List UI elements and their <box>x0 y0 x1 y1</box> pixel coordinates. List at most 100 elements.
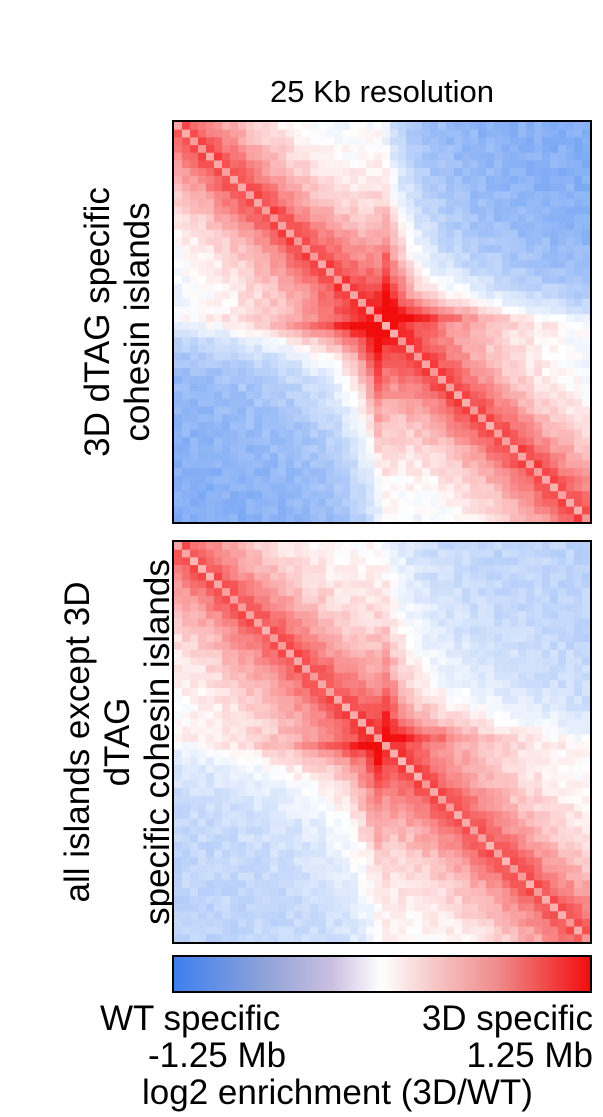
heatmap-top-cell <box>534 206 543 215</box>
heatmap-bottom-cell <box>230 657 239 666</box>
heatmap-top-cell <box>446 137 455 146</box>
heatmap-bottom-cell <box>494 642 503 651</box>
heatmap-top-cell <box>246 298 255 308</box>
heatmap-top-cell <box>486 275 495 285</box>
heatmap-top-cell <box>358 375 367 385</box>
heatmap-top-cell <box>390 498 399 508</box>
heatmap-top-cell <box>326 252 335 262</box>
heatmap-bottom-cell <box>182 665 191 674</box>
heatmap-bottom-cell <box>174 734 183 743</box>
heatmap-bottom-cell <box>518 780 527 789</box>
heatmap-top-cell <box>174 129 183 138</box>
heatmap-bottom-cell <box>582 542 590 551</box>
heatmap-bottom-cell <box>406 603 415 612</box>
heatmap-top-cell <box>286 237 295 246</box>
heatmap-bottom-cell <box>206 665 215 674</box>
heatmap-bottom-cell <box>438 711 447 720</box>
heatmap-top-cell <box>334 275 343 285</box>
heatmap-top-cell <box>310 375 319 385</box>
heatmap-top-cell <box>358 137 367 146</box>
heatmap-bottom-cell <box>230 695 239 705</box>
heatmap-top-cell <box>574 498 583 508</box>
heatmap-bottom-cell <box>206 580 215 589</box>
heatmap-bottom-cell <box>558 811 567 820</box>
heatmap-bottom-cell <box>430 542 439 551</box>
heatmap-bottom-cell <box>262 695 271 705</box>
heatmap-bottom-cell <box>182 672 191 682</box>
heatmap-bottom-cell <box>438 865 447 874</box>
heatmap-top-cell <box>550 329 559 338</box>
heatmap-bottom-cell <box>334 734 343 743</box>
heatmap-top-cell <box>550 360 559 369</box>
heatmap-bottom-cell <box>270 665 279 674</box>
heatmap-top-cell <box>206 345 215 354</box>
heatmap-bottom-cell <box>326 603 335 612</box>
heatmap-top-cell <box>486 260 495 269</box>
heatmap-top-cell <box>550 460 559 469</box>
heatmap-bottom-cell <box>502 665 511 674</box>
heatmap-bottom-cell <box>310 595 319 605</box>
heatmap-bottom-cell <box>470 757 479 766</box>
heatmap-bottom-cell <box>510 611 519 620</box>
heatmap-top-cell <box>190 368 199 377</box>
heatmap-bottom-cell <box>334 626 343 635</box>
heatmap-bottom-cell <box>342 672 351 682</box>
heatmap-bottom-cell <box>574 857 583 866</box>
heatmap-bottom-cell <box>350 642 359 651</box>
heatmap-bottom-cell <box>326 665 335 674</box>
heatmap-top-cell <box>438 268 447 277</box>
heatmap-bottom-cell <box>182 803 191 812</box>
heatmap-bottom-cell <box>262 734 271 743</box>
heatmap-top-cell <box>574 137 583 146</box>
heatmap-top-cell <box>510 283 519 292</box>
heatmap-top-cell <box>326 491 335 500</box>
heatmap-bottom-cell <box>342 788 351 797</box>
heatmap-bottom-cell <box>494 718 503 728</box>
heatmap-top-cell <box>326 198 335 208</box>
heatmap-bottom-cell <box>406 857 415 866</box>
heatmap-top-cell <box>310 252 319 262</box>
heatmap-top-cell <box>374 422 383 431</box>
heatmap-bottom-cell <box>438 826 447 835</box>
heatmap-top-cell <box>206 414 215 423</box>
heatmap-bottom-cell <box>582 865 590 874</box>
heatmap-bottom-cell <box>574 795 583 805</box>
heatmap-top-cell <box>270 129 279 138</box>
heatmap-bottom-cell <box>310 688 319 697</box>
heatmap-bottom-cell <box>278 580 287 589</box>
heatmap-bottom-cell <box>446 780 455 789</box>
heatmap-top-cell <box>286 160 295 169</box>
heatmap-top-cell <box>382 452 391 462</box>
heatmap-bottom-cell <box>470 542 479 551</box>
heatmap-top-cell <box>454 237 463 246</box>
heatmap-top-cell <box>438 514 447 522</box>
heatmap-bottom-cell <box>358 618 367 628</box>
heatmap-bottom-cell <box>358 865 367 874</box>
heatmap-bottom-cell <box>230 780 239 789</box>
heatmap-bottom-cell <box>358 611 367 620</box>
heatmap-bottom-cell <box>542 611 551 620</box>
heatmap-bottom-cell <box>414 549 423 558</box>
heatmap-bottom-cell <box>222 695 231 705</box>
heatmap-top-cell <box>278 322 287 331</box>
heatmap-top-cell <box>174 237 183 246</box>
heatmap-top-cell <box>478 368 487 377</box>
heatmap-bottom-cell <box>534 811 543 820</box>
heatmap-top-cell <box>342 152 351 162</box>
heatmap-bottom-cell <box>534 580 543 589</box>
heatmap-bottom-cell <box>270 726 279 735</box>
heatmap-top-cell <box>470 175 479 185</box>
heatmap-bottom-cell <box>286 803 295 812</box>
heatmap-top-cell <box>494 491 503 500</box>
heatmap-bottom-cell <box>486 634 495 643</box>
heatmap-top-cell <box>494 298 503 308</box>
heatmap-top-cell <box>406 429 415 438</box>
heatmap-bottom-cell <box>534 757 543 766</box>
heatmap-bottom-cell <box>334 665 343 674</box>
heatmap-top-cell <box>382 429 391 438</box>
heatmap-bottom-cell <box>542 557 551 566</box>
heatmap-bottom-cell <box>270 649 279 658</box>
heatmap-top-cell <box>518 129 527 138</box>
heatmap-bottom-cell <box>278 718 287 728</box>
heatmap-top-cell <box>406 360 415 369</box>
